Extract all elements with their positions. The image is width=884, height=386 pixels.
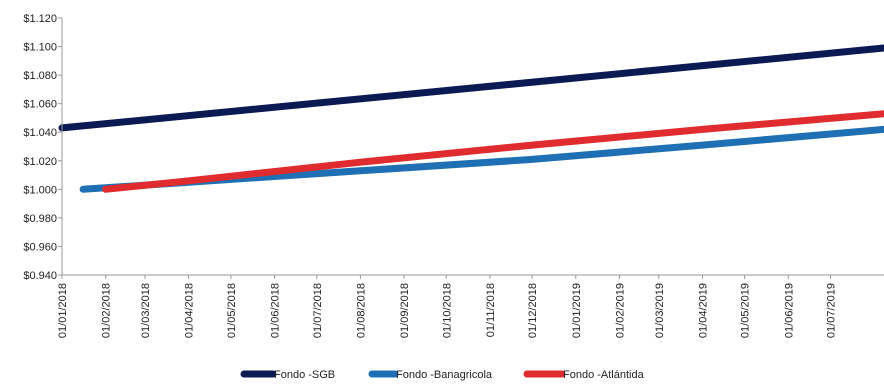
x-tick-label: 01/01/2018 bbox=[57, 283, 69, 338]
x-tick-label: 01/05/2018 bbox=[226, 283, 238, 338]
x-tick-label: 01/12/2018 bbox=[527, 283, 539, 338]
y-tick-label: $1.060 bbox=[23, 99, 57, 111]
y-tick-label: $1.020 bbox=[23, 156, 57, 168]
y-tick-label: $1.100 bbox=[23, 42, 57, 54]
x-tick-label: 01/02/2019 bbox=[614, 283, 626, 338]
x-tick-label: 01/03/2019 bbox=[654, 283, 666, 338]
legend-label: Fondo -SGB bbox=[274, 369, 335, 381]
x-tick-label: 01/06/2018 bbox=[270, 283, 282, 338]
x-tick-label: 01/07/2018 bbox=[312, 283, 324, 338]
x-tick-label: 01/10/2018 bbox=[441, 283, 453, 338]
plot-series bbox=[58, 44, 884, 193]
series-line bbox=[58, 44, 884, 132]
y-tick-label: $0.980 bbox=[23, 213, 57, 225]
legend: Fondo -SGB Fondo -Banagricola Fondo -Atlán… bbox=[240, 369, 645, 381]
legend-label: Fondo -Banagricola bbox=[396, 369, 493, 381]
x-tick-label: 01/02/2018 bbox=[101, 283, 113, 338]
y-tick-label: $0.940 bbox=[23, 270, 57, 282]
x-tick-label: 01/08/2018 bbox=[355, 283, 367, 338]
x-tick-label: 01/09/2018 bbox=[399, 283, 411, 338]
series-line bbox=[102, 110, 884, 193]
x-tick-label: 01/06/2019 bbox=[783, 283, 795, 338]
x-axis-ticks: 01/01/2018 01/02/2018 01/03/2018 01/04/2018… bbox=[57, 275, 838, 338]
y-tick-label: $1.040 bbox=[23, 127, 57, 139]
y-tick-label: $1.080 bbox=[23, 70, 57, 82]
x-tick-label: 01/04/2019 bbox=[697, 283, 709, 338]
y-tick-label: $0.960 bbox=[23, 241, 57, 253]
legend-label: Fondo -Atlántida bbox=[563, 369, 645, 381]
x-tick-label: 01/07/2019 bbox=[826, 283, 838, 338]
y-tick-label: $1.000 bbox=[23, 184, 57, 196]
x-tick-label: 01/03/2018 bbox=[140, 283, 152, 338]
x-tick-label: 01/11/2018 bbox=[485, 283, 497, 337]
y-axis-ticks: $0.940 $0.960 $0.980 $1.000 $1.020 $1.040 $1.0… bbox=[23, 13, 62, 282]
x-tick-label: 01/01/2019 bbox=[571, 283, 583, 338]
x-tick-label: 01/05/2019 bbox=[740, 283, 752, 338]
y-tick-label: $1.120 bbox=[23, 13, 57, 25]
x-tick-label: 01/04/2018 bbox=[184, 283, 196, 338]
